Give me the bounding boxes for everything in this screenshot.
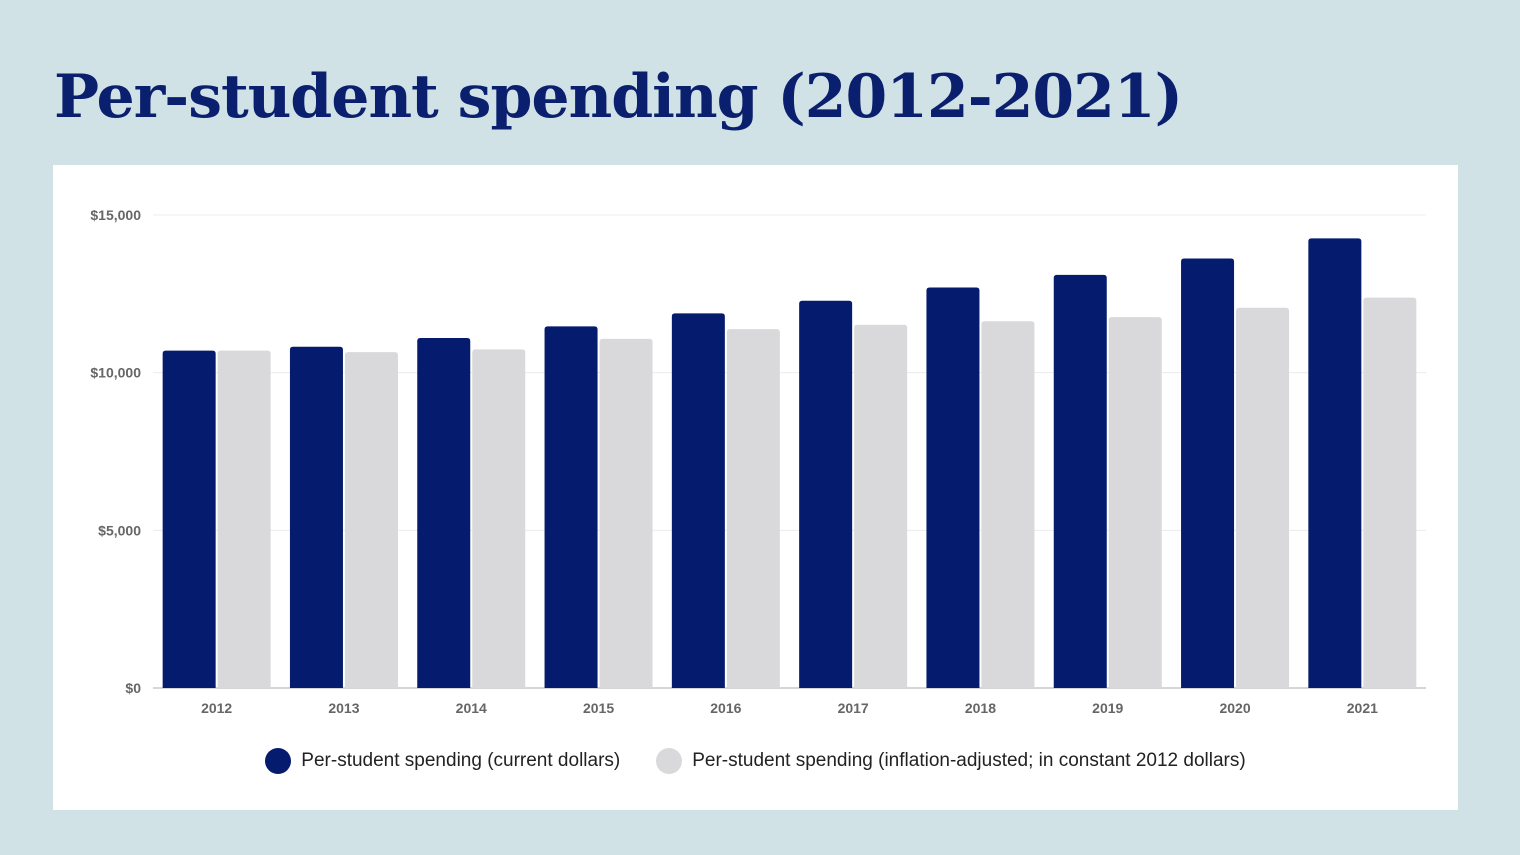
y-tick-label: $0 (125, 680, 141, 696)
bar-current-dollars-2020[interactable] (1181, 258, 1235, 688)
x-tick-label: 2021 (1347, 700, 1378, 716)
y-tick-label: $15,000 (90, 207, 141, 223)
gridlines (153, 214, 1426, 689)
chart-card: $0 $5,000 $10,000 $15,000 2012 2013 2014 2015 2… (53, 165, 1458, 810)
legend-label-inflation-adjusted: Per-student spending (inflation-adjusted… (692, 750, 1246, 771)
bars (162, 238, 1417, 688)
x-tick-label: 2020 (1219, 700, 1250, 716)
x-tick-label: 2012 (201, 700, 232, 716)
bar-inflation-adjusted-2015[interactable] (599, 338, 653, 688)
bar-inflation-adjusted-2020[interactable] (1236, 307, 1290, 688)
x-tick-label: 2016 (710, 700, 741, 716)
bar-current-dollars-2014[interactable] (417, 337, 471, 688)
y-tick-label: $5,000 (98, 522, 141, 538)
bar-current-dollars-2019[interactable] (1053, 274, 1107, 688)
bar-inflation-adjusted-2018[interactable] (981, 321, 1035, 688)
legend-swatch-inflation-adjusted (656, 748, 683, 774)
bar-inflation-adjusted-2016[interactable] (726, 329, 780, 688)
legend-item-current-dollars[interactable]: Per-student spending (current dollars) (265, 748, 620, 774)
y-tick-label: $10,000 (90, 365, 141, 381)
page-title: Per-student spending (2012-2021) (54, 62, 1183, 132)
legend-swatch-current-dollars (265, 748, 292, 774)
bar-inflation-adjusted-2017[interactable] (854, 324, 908, 688)
bar-current-dollars-2015[interactable] (544, 326, 598, 688)
x-tick-label: 2018 (965, 700, 996, 716)
legend: Per-student spending (current dollars) P… (53, 748, 1458, 774)
bar-current-dollars-2018[interactable] (926, 287, 980, 688)
bar-current-dollars-2012[interactable] (162, 350, 216, 688)
x-tick-label: 2019 (1092, 700, 1123, 716)
bar-inflation-adjusted-2019[interactable] (1108, 317, 1162, 688)
bar-inflation-adjusted-2021[interactable] (1363, 297, 1417, 688)
y-axis: $0 $5,000 $10,000 $15,000 (90, 207, 141, 696)
bar-current-dollars-2016[interactable] (671, 313, 725, 688)
bar-current-dollars-2021[interactable] (1308, 238, 1362, 688)
bar-inflation-adjusted-2013[interactable] (344, 352, 398, 688)
x-axis: 2012 2013 2014 2015 2016 2017 2018 2019 2020 2021 (201, 700, 1378, 716)
x-tick-label: 2013 (328, 700, 359, 716)
legend-item-inflation-adjusted[interactable]: Per-student spending (inflation-adjusted… (656, 748, 1246, 774)
x-tick-label: 2015 (583, 700, 614, 716)
legend-label-current-dollars: Per-student spending (current dollars) (301, 750, 621, 771)
x-tick-label: 2017 (838, 700, 869, 716)
bar-inflation-adjusted-2012[interactable] (217, 350, 271, 688)
bar-chart: $0$5,000$10,000$15,000 2012 2013 2014 2015 2… (90, 207, 1426, 716)
bar-inflation-adjusted-2014[interactable] (472, 349, 526, 688)
bar-current-dollars-2013[interactable] (289, 346, 343, 688)
bar-current-dollars-2017[interactable] (799, 300, 853, 688)
x-tick-label: 2014 (456, 700, 487, 716)
